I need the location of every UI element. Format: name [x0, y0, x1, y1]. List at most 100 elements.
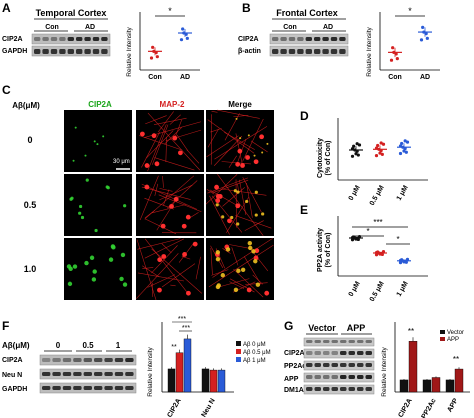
- x-tick-05-d: 0.5 μM: [369, 184, 386, 207]
- cell-body: [185, 214, 191, 220]
- blot-b-band: [288, 49, 296, 54]
- blot-f-band: [104, 358, 113, 362]
- chart-a-point: [185, 36, 189, 40]
- group-label-ad-b: AD: [323, 24, 333, 31]
- cell-body: [240, 163, 245, 168]
- blot-a-band: [76, 37, 83, 41]
- cip2a-punctum: [245, 199, 249, 204]
- blot-g-band: [357, 375, 364, 379]
- x-tick-05-e: 0.5 μM: [369, 280, 386, 303]
- blot-row-label-pp2ac-g: PP2Ac: [284, 363, 306, 370]
- x-tick-con-b: Con: [388, 74, 402, 81]
- cip2a-punctum: [80, 215, 85, 220]
- blot-f-band: [52, 372, 61, 376]
- blot-g-band: [340, 375, 347, 379]
- x-tick-pp2ac-g: PP2Ac: [421, 397, 438, 418]
- neurite: [147, 112, 201, 171]
- neurite: [244, 220, 264, 231]
- blot-row-label-gapdh-f: GAPDH: [2, 386, 27, 393]
- x-tick-0-e: 0 μM: [348, 280, 362, 297]
- neurite: [186, 149, 200, 164]
- cip2a-punctum: [254, 213, 258, 217]
- blot-f-band: [125, 372, 134, 376]
- y-axis-label-b: Relative Intensity: [366, 27, 373, 77]
- blot-f-band: [83, 386, 92, 390]
- blot-a-band: [50, 37, 58, 41]
- neurite: [161, 243, 172, 254]
- blot-a-band: [34, 37, 41, 41]
- blot-g-band: [331, 375, 338, 379]
- cip2a-punctum: [84, 260, 89, 266]
- neurite: [222, 188, 267, 196]
- chart-d-point: [404, 150, 408, 154]
- cip2a-punctum: [233, 287, 239, 293]
- sig-star-a: *: [168, 6, 172, 16]
- neurite: [242, 177, 262, 213]
- neurite: [164, 127, 182, 145]
- cell-body: [235, 161, 241, 167]
- blot-g-band: [306, 351, 313, 355]
- neurite: [142, 265, 160, 278]
- y-axis-label2-e: (% of Con): [325, 233, 332, 268]
- cell-body: [215, 198, 221, 204]
- blot-a-band: [42, 37, 49, 41]
- neurite: [207, 177, 248, 194]
- blot-g-band: [306, 363, 313, 367]
- micrograph-grid: [64, 109, 274, 301]
- cip2a-punctum: [253, 154, 256, 157]
- neurite: [151, 245, 178, 274]
- cip2a-punctum: [74, 126, 77, 129]
- neurite: [158, 194, 202, 213]
- blot-f-band: [62, 358, 72, 362]
- blot-f-band: [94, 358, 103, 362]
- blot-row-label-cip2a-a: CIP2A: [2, 36, 23, 43]
- cip2a-punctum: [85, 178, 89, 182]
- cell-body: [144, 163, 150, 168]
- blot-f-band: [114, 372, 124, 376]
- neurite: [252, 274, 264, 285]
- neurite: [208, 244, 274, 288]
- neurite: [195, 256, 201, 280]
- group-label-vector-g: Vector: [308, 323, 336, 333]
- blot-b-band: [288, 37, 296, 41]
- blot-g-band: [314, 375, 321, 379]
- blot-b-band: [297, 49, 304, 54]
- blot-f-band: [114, 386, 124, 390]
- cip2a-punctum: [220, 273, 226, 278]
- conc-label-05-f: 0.5: [82, 341, 94, 350]
- neurite: [211, 111, 218, 113]
- blot-b-band: [330, 49, 338, 54]
- cip2a-punctum: [123, 204, 127, 208]
- blot-row-label-cip2a-b: CIP2A: [238, 36, 259, 43]
- neurite: [136, 239, 157, 301]
- neurite: [166, 180, 198, 209]
- neurite: [209, 189, 240, 208]
- y-axis-label2-d: (% of Con): [325, 141, 332, 176]
- row-header-abeta-c: Aβ(μM): [12, 101, 40, 110]
- chart-d-point: [379, 141, 383, 145]
- neurite: [206, 188, 215, 195]
- chart-f-bar: [183, 338, 192, 393]
- cip2a-punctum: [122, 282, 128, 287]
- x-tick-app-g: APP: [446, 397, 459, 413]
- blot-row-label-neun-f: Neu N: [2, 372, 22, 379]
- cell-body: [237, 148, 243, 154]
- cip2a-punctum: [96, 143, 99, 146]
- panel-g: G Vector APP CIP2A PP2Ac APP DM1A Relati…: [284, 319, 470, 418]
- blot-f-band: [62, 386, 72, 390]
- legend-label-g-0: Vector: [447, 330, 464, 336]
- blot-g-band: [306, 375, 313, 379]
- cip2a-punctum: [266, 142, 269, 145]
- chart-g-bar: [399, 379, 409, 393]
- blot-a-band: [42, 49, 49, 54]
- cip2a-punctum: [253, 259, 258, 264]
- cell-body: [178, 150, 183, 156]
- neurite: [153, 117, 187, 125]
- blot-b-band: [314, 49, 321, 54]
- cip2a-punctum: [247, 240, 253, 246]
- panel-letter-d: D: [300, 109, 309, 123]
- blot-f-band: [73, 386, 82, 390]
- chart-g-bar: [445, 379, 455, 393]
- neurite: [210, 128, 222, 133]
- chart-g-bar: [408, 341, 418, 393]
